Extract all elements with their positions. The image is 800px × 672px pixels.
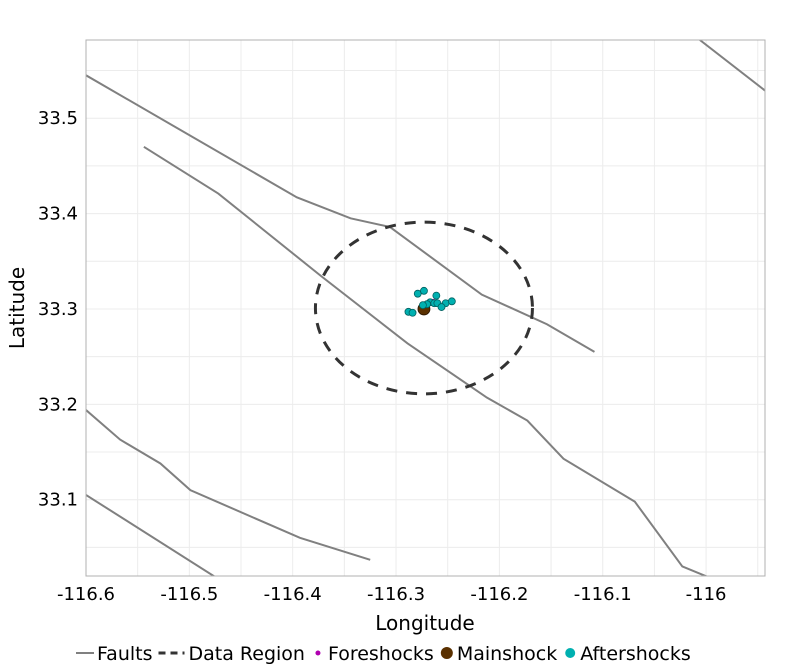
x-tick-label: -116.1 <box>574 584 632 605</box>
legend-label: Data Region <box>189 643 305 665</box>
legend-key-mainshock <box>440 647 453 659</box>
legend-label: Foreshocks <box>328 643 434 665</box>
y-tick-label: 33.5 <box>38 108 78 129</box>
y-tick-label: 33.3 <box>38 299 78 320</box>
x-tick-label: -116 <box>686 584 727 605</box>
x-tick-label: -116.3 <box>367 584 425 605</box>
plot-border <box>85 39 766 577</box>
x-tick-label: -116.6 <box>57 584 115 605</box>
y-tick-label: 33.1 <box>38 490 78 511</box>
legend-label: Aftershocks <box>580 643 691 665</box>
x-axis-label: Longitude <box>375 611 474 635</box>
fault-line <box>699 40 765 92</box>
x-tick-label: -116.5 <box>160 584 218 605</box>
fault-line <box>143 145 709 576</box>
fault-line <box>86 409 371 561</box>
data-region-circle <box>313 220 534 396</box>
aftershock-point <box>420 286 428 295</box>
y-tick-label: 33.2 <box>38 394 78 415</box>
legend: Faults Data Region Foreshocks Mainshock Afte… <box>76 643 691 665</box>
aftershock-point <box>419 301 427 310</box>
aftershock-point <box>413 289 422 298</box>
legend-label: Mainshock <box>457 643 557 665</box>
fault-line <box>86 494 216 576</box>
y-axis-label: Latitude <box>5 267 29 349</box>
data-region-layer <box>313 220 534 396</box>
y-axis-ticks: 33.1 33.2 33.3 33.4 33.5 <box>38 108 78 510</box>
legend-key-foreshocks <box>315 650 321 656</box>
x-tick-label: -116.4 <box>264 584 322 605</box>
legend-key-aftershocks <box>565 648 576 658</box>
y-tick-label: 33.4 <box>38 204 78 225</box>
x-tick-label: -116.2 <box>470 584 528 605</box>
aftershock-point <box>447 297 456 306</box>
x-axis-ticks: -116.6 -116.5 -116.4 -116.3 -116.2 -116.1 -116 <box>57 584 727 605</box>
aftershock-point <box>408 308 417 317</box>
points-layer <box>404 286 456 317</box>
aftershock-point <box>437 303 446 311</box>
legend-label: Faults <box>97 643 153 665</box>
aftershock-point <box>432 291 441 300</box>
